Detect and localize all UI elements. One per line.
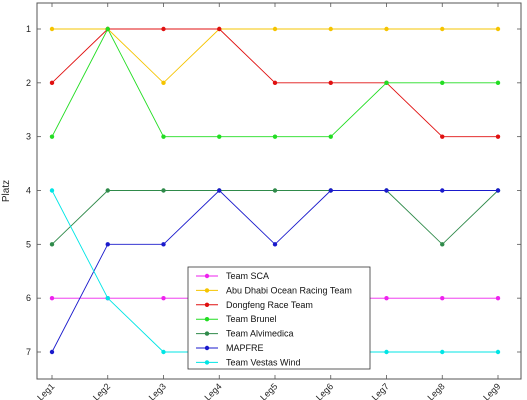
legend-label: Team SCA [226, 271, 269, 281]
data-point [440, 134, 445, 139]
data-point [328, 26, 333, 32]
data-point [105, 26, 110, 32]
data-point [384, 80, 389, 86]
data-point [495, 80, 501, 86]
legend-label: Team Brunel [226, 314, 277, 324]
data-point [161, 26, 166, 32]
y-axis: 1 2 3 4 5 6 7 [26, 24, 521, 357]
x-tick-label: Leg5 [258, 381, 279, 400]
x-tick-label: Leg6 [314, 381, 335, 400]
data-point [440, 80, 445, 86]
data-point [49, 242, 55, 247]
data-point [49, 134, 55, 139]
legend-swatch-marker [204, 360, 210, 365]
data-point [105, 242, 110, 247]
legend-swatch-marker [204, 273, 210, 279]
data-point [440, 26, 445, 32]
data-point [328, 80, 333, 86]
data-point [161, 295, 166, 301]
y-tick-label: 6 [26, 293, 31, 303]
legend-swatch-marker [204, 317, 210, 322]
y-tick-label: 7 [26, 347, 31, 357]
legend-swatch-marker [204, 345, 210, 351]
data-point [49, 188, 55, 193]
x-tick-label: Leg3 [147, 381, 168, 400]
legend-item: MAPFRE [196, 343, 264, 353]
data-point [217, 134, 222, 139]
y-tick-label: 1 [26, 24, 31, 34]
legend-label: Team Vestas Wind [226, 357, 301, 367]
data-point [495, 26, 501, 32]
x-tick-label: Leg1 [35, 381, 56, 400]
data-point [384, 26, 389, 32]
data-point [161, 349, 166, 355]
legend-box [187, 266, 371, 370]
data-point [272, 242, 278, 247]
legend-label: Abu Dhabi Ocean Racing Team [226, 285, 352, 295]
legend-item: Team Brunel [196, 314, 277, 324]
y-axis-title: Platz [1, 180, 12, 202]
series-layer [49, 26, 501, 355]
data-point [272, 80, 278, 86]
y-tick-label: 2 [26, 78, 31, 88]
x-tick-label: Leg7 [370, 381, 391, 400]
legend-item: Abu Dhabi Ocean Racing Team [196, 285, 352, 295]
legend-item: Team Vestas Wind [196, 357, 301, 367]
y-tick-label: 3 [26, 132, 31, 142]
y-tick-label: 4 [26, 186, 31, 196]
data-point [217, 26, 222, 32]
data-point [161, 134, 166, 139]
data-point [384, 349, 389, 355]
legend-label: Team Alvimedica [226, 329, 294, 339]
legend-item: Team Alvimedica [196, 329, 294, 339]
legend-item: Team SCA [196, 271, 269, 281]
data-point [328, 134, 333, 139]
data-point [495, 188, 501, 193]
data-point [440, 188, 445, 193]
data-point [440, 349, 445, 355]
legend-swatch-marker [204, 288, 210, 293]
data-point [161, 80, 166, 86]
data-point [217, 188, 222, 193]
data-point [384, 295, 389, 301]
data-point [272, 188, 278, 193]
data-point [49, 80, 55, 86]
data-point [272, 134, 278, 139]
legend-swatch-marker [204, 331, 210, 336]
data-point [49, 26, 55, 32]
data-point [105, 188, 110, 193]
data-point [105, 295, 110, 301]
data-point [495, 134, 501, 139]
data-point [272, 26, 278, 32]
legend: Team SCA Abu Dhabi Ocean Racing Team Dongf… [187, 266, 371, 370]
series-team-brunel [49, 26, 501, 139]
y-tick-label: 5 [26, 239, 31, 249]
data-point [384, 188, 389, 193]
x-tick-label: Leg8 [425, 381, 446, 400]
data-point [49, 295, 55, 301]
legend-swatch-marker [204, 302, 210, 307]
data-point [440, 242, 445, 247]
data-point [161, 188, 166, 193]
legend-label: MAPFRE [226, 343, 264, 353]
x-tick-label: Leg2 [91, 381, 112, 400]
legend-item: Dongfeng Race Team [196, 300, 313, 310]
x-tick-label: Leg4 [202, 381, 223, 400]
data-point [495, 349, 501, 355]
data-point [440, 295, 445, 301]
data-point [328, 188, 333, 193]
data-point [495, 295, 501, 301]
data-point [49, 349, 55, 355]
legend-label: Dongfeng Race Team [226, 300, 313, 310]
x-tick-label: Leg9 [481, 381, 502, 400]
series-mapfre [49, 188, 501, 355]
data-point [161, 242, 166, 247]
